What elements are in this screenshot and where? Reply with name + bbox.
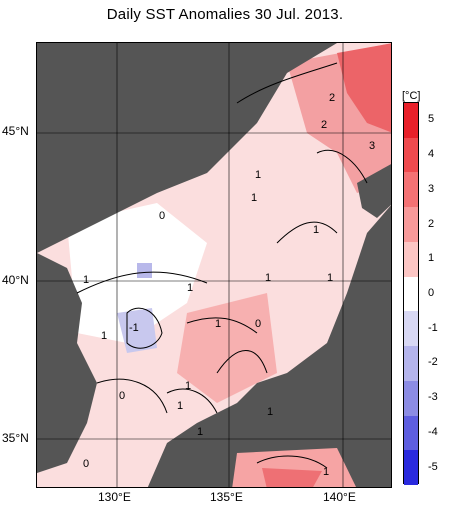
colorbar-tick-label: 5 xyxy=(428,113,435,126)
colorbar-segment xyxy=(404,207,418,242)
contour-label: 1 xyxy=(313,224,319,236)
lon-label-130e: 130°E xyxy=(98,490,131,504)
cold-patch-small xyxy=(137,263,152,278)
contour-label: 1 xyxy=(197,426,203,438)
colorbar-segment xyxy=(404,380,418,416)
colorbar-tick-label: -1 xyxy=(428,321,438,334)
colorbar-unit: [°C] xyxy=(402,90,421,102)
colorbar-segment xyxy=(404,450,418,485)
sst-anomaly-map: 2 2 3 1 1 0 1 1 1 1 1 0 1 1 -1 1 0 1 1 0… xyxy=(36,42,392,488)
colorbar-segment xyxy=(404,276,418,312)
colorbar-segment xyxy=(404,346,418,381)
contour-label: 1 xyxy=(265,272,271,284)
colorbar-segment xyxy=(404,103,418,138)
contour-label: 0 xyxy=(83,458,89,470)
contour-label: 1 xyxy=(83,274,89,286)
colorbar-segment xyxy=(404,137,418,173)
contour-label: 1 xyxy=(177,400,183,412)
contour-label: 1 xyxy=(251,192,257,204)
colorbar-tick-label: -3 xyxy=(428,391,438,404)
colorbar-tick-label: 3 xyxy=(428,182,435,195)
contour-label: 1 xyxy=(101,330,107,342)
lat-label-35n: 35°N xyxy=(2,431,29,445)
land-hokkaido xyxy=(357,164,391,218)
contour-label: 1 xyxy=(323,466,329,478)
colorbar-tick-label: 1 xyxy=(428,252,435,265)
colorbar-tick-label: -4 xyxy=(428,425,438,438)
colorbar-segment xyxy=(404,172,418,208)
contour-label: -1 xyxy=(129,322,139,334)
contour-label: 1 xyxy=(255,169,261,181)
colorbar-segment xyxy=(404,415,418,451)
colorbar-tick-label: 4 xyxy=(428,148,435,161)
colorbar-segment xyxy=(404,241,418,277)
colorbar-tick-label: 2 xyxy=(428,217,435,230)
contour-label: 2 xyxy=(329,92,335,104)
contour-label: 0 xyxy=(159,210,165,222)
contour-label: 0 xyxy=(255,318,261,330)
lat-label-45n: 45°N xyxy=(2,124,29,138)
contour-label: 3 xyxy=(369,140,375,152)
contour-label-group: 2 2 3 1 1 0 1 1 1 1 1 0 1 1 -1 1 0 1 1 0… xyxy=(83,92,375,488)
colorbar-tick-label: -5 xyxy=(428,460,438,473)
contour-label: 2 xyxy=(321,119,327,131)
land-korea xyxy=(37,253,97,473)
warm-patch-northeast-strong xyxy=(337,43,391,133)
map-title: Daily SST Anomalies 30 Jul. 2013. xyxy=(106,6,344,23)
warm-patch-central xyxy=(177,293,277,403)
sea-south xyxy=(232,448,357,487)
sea-south-strong xyxy=(262,468,322,487)
colorbar-segment xyxy=(404,311,418,347)
land-japan xyxy=(147,205,391,487)
lon-label-140e: 140°E xyxy=(323,490,356,504)
lon-label-135e: 135°E xyxy=(210,490,243,504)
contour-label: 2 xyxy=(289,486,295,488)
lat-label-40n: 40°N xyxy=(2,273,29,287)
colorbar-tick-label: 0 xyxy=(428,287,435,299)
land-asia xyxy=(37,43,337,253)
contour-label: 1 xyxy=(267,406,273,418)
contour-lines xyxy=(76,62,368,469)
contour-label: 1 xyxy=(185,380,191,392)
contour-label: 1 xyxy=(187,282,193,294)
colorbar xyxy=(403,102,419,485)
colorbar-tick-label: -2 xyxy=(428,356,438,369)
contour-label: 1 xyxy=(327,272,333,284)
grid-lines xyxy=(37,43,391,487)
contour-label: 0 xyxy=(119,390,125,402)
contour-label: 1 xyxy=(215,318,221,330)
